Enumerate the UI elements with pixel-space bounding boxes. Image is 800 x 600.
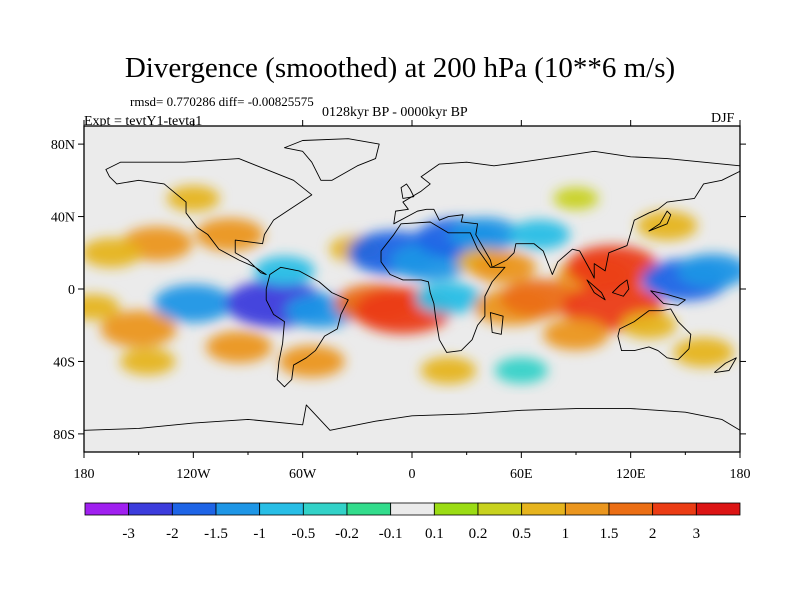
y-tick-label: 80N (51, 138, 75, 153)
colorbar-swatch-11 (564, 502, 610, 516)
colorbar-swatch-8 (433, 502, 479, 516)
coastline-7 (400, 183, 415, 199)
coastline-3 (393, 150, 740, 279)
x-tick-label: 120W (176, 467, 211, 482)
x-tick-label: 120E (616, 467, 646, 482)
colorbar-swatch-5 (302, 502, 348, 516)
colorbar-label: -1.5 (204, 526, 228, 542)
colorbar-swatch-2 (171, 502, 217, 516)
coastline-5 (84, 404, 740, 452)
field-feature-36 (494, 357, 548, 384)
coastline-6 (283, 138, 380, 181)
colorbar-swatch-3 (215, 502, 261, 516)
colorbar-label: 0.1 (425, 526, 444, 542)
colorbar-label: -3 (122, 526, 135, 542)
y-axis: 80N 40N 0 40S 80S (51, 138, 746, 443)
colorbar-swatch-10 (521, 502, 566, 516)
coastline-4 (617, 308, 692, 361)
colorbar-swatch-9 (477, 502, 523, 516)
stats-label: rmsd= 0.770286 diff= -0.00825575 (130, 94, 314, 109)
period-label: 0128kyr BP - 0000kyr BP (322, 105, 468, 120)
coastlines (84, 138, 740, 452)
field-feature-21 (509, 219, 570, 250)
colorbar-swatch-1 (128, 502, 173, 516)
colorbar-label: 1 (562, 526, 570, 542)
x-tick-label: 0 (409, 467, 416, 482)
x-tick-label: 180 (730, 467, 751, 482)
field-feature-26 (566, 245, 659, 290)
y-tick-label: 0 (68, 283, 75, 298)
colorbar-label: 2 (649, 526, 657, 542)
y-tick-label: 40S (53, 355, 75, 370)
chart-title: Divergence (smoothed) at 200 hPa (10**6 … (124, 52, 676, 84)
coastline-1 (265, 266, 349, 388)
coastline-2 (380, 221, 506, 353)
colorbar-swatch-7 (390, 502, 435, 516)
x-axis: 180 120W 60W 0 60E 120E 180 (74, 120, 751, 482)
field-feature-4 (100, 310, 177, 348)
field-feature-32 (636, 210, 698, 241)
colorbar-swatch-4 (259, 502, 304, 516)
field-feature-6 (153, 284, 233, 323)
field-feature-5 (119, 347, 176, 376)
field-feature-7 (205, 330, 272, 363)
colorbar-label: -0.2 (335, 526, 359, 542)
field-feature-2 (195, 218, 265, 252)
colorbar-label: -0.5 (291, 526, 315, 542)
x-tick-label: 60E (510, 467, 533, 482)
field-feature-24 (500, 279, 580, 318)
colorbar-label: 0.2 (469, 526, 488, 542)
colorbar-swatch-6 (346, 502, 392, 516)
coastline-12 (489, 312, 504, 335)
x-tick-label: 180 (74, 467, 95, 482)
season-label: DJF (711, 111, 735, 126)
colorbar: -3 -2 -1.5 -1 -0.5 -0.2 -0.1 0.1 0.2 0.5 1 1.5 2 3 (84, 502, 741, 542)
colorbar-label: 0.5 (512, 526, 531, 542)
colorbar-label: 1.5 (600, 526, 619, 542)
y-tick-label: 40N (51, 211, 75, 226)
map-area (83, 125, 741, 453)
field-feature-1 (84, 237, 142, 268)
coastline-8 (648, 210, 672, 232)
colorbar-swatch-0 (84, 502, 130, 516)
field-feature-3 (166, 185, 220, 212)
y-tick-label: 80S (53, 428, 75, 443)
field-feature-35 (420, 356, 477, 385)
colorbar-label: 3 (693, 526, 701, 542)
field-feature-37 (553, 187, 599, 210)
colorbar-label: -1 (253, 526, 266, 542)
field-feature-31 (677, 253, 740, 289)
colorbar-label: -0.1 (379, 526, 403, 542)
colorbar-label: -2 (166, 526, 179, 542)
field-feature-11 (278, 345, 345, 378)
coastline-11 (650, 290, 686, 306)
coastline-10 (611, 279, 630, 297)
field-feature-22 (415, 282, 482, 315)
colorbar-swatch-12 (608, 502, 654, 516)
divergence-field (84, 185, 740, 385)
field-feature-9 (254, 256, 315, 286)
coastline-13 (714, 357, 737, 373)
colorbar-swatch-13 (652, 502, 697, 516)
experiment-label: Expt = tevtY1-tevta1 (84, 114, 203, 129)
field-feature-18 (449, 217, 521, 252)
field-feature-28 (543, 318, 609, 351)
colorbar-swatch-14 (695, 502, 741, 516)
coastline-9 (586, 279, 606, 301)
field-feature-33 (673, 337, 734, 368)
coastline-0 (105, 158, 313, 275)
field-feature-29 (621, 311, 677, 339)
x-tick-label: 60W (289, 467, 317, 482)
field-feature-34 (84, 294, 120, 321)
